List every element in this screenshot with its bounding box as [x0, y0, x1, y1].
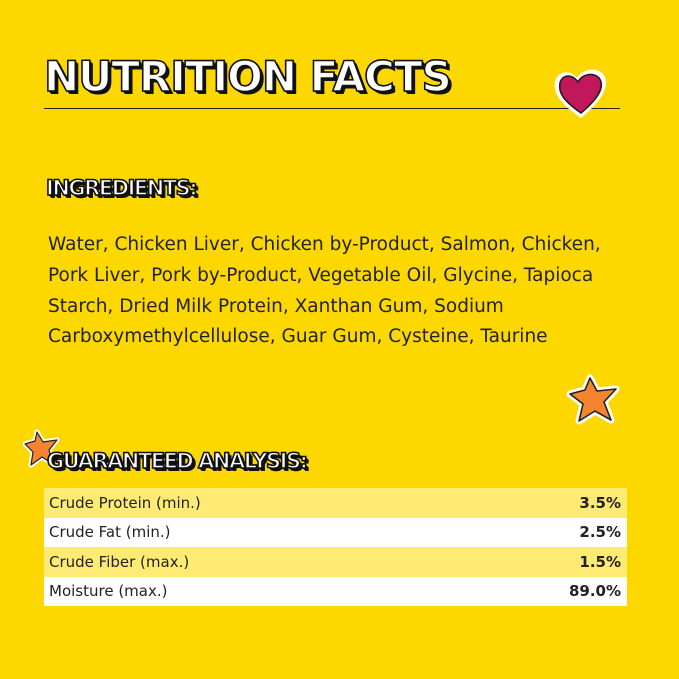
- ingredients-heading: INGREDIENTS:: [45, 175, 198, 201]
- table-row: Moisture (max.) 89.0%: [44, 576, 627, 606]
- table-row: Crude Fiber (max.) 1.5%: [44, 547, 627, 577]
- nutrient-value: 1.5%: [579, 552, 621, 571]
- page-title: NUTRITION FACTS: [43, 51, 452, 102]
- nutrient-label: Crude Fiber (max.): [49, 552, 190, 571]
- nutrient-label: Crude Fat (min.): [49, 523, 171, 542]
- nutrient-label: Crude Protein (min.): [49, 493, 201, 512]
- nutrient-value: 89.0%: [568, 582, 621, 601]
- ingredients-text: Water, Chicken Liver, Chicken by-Product…: [48, 234, 601, 348]
- nutrient-label: Moisture (max.): [49, 582, 168, 601]
- heart-icon: [554, 69, 607, 118]
- guaranteed-analysis-heading: GUARANTEED ANALYSIS:: [46, 448, 309, 474]
- nutrient-value: 3.5%: [579, 493, 621, 512]
- table-row: Crude Fat (min.) 2.5%: [44, 517, 627, 547]
- nutrient-value: 2.5%: [579, 523, 621, 542]
- divider: [44, 108, 620, 109]
- star-icon: [566, 374, 620, 425]
- star-icon: [23, 429, 60, 468]
- table-row: Crude Protein (min.) 3.5%: [44, 488, 627, 518]
- analysis-table: Crude Protein (min.) 3.5% Crude Fat (min…: [44, 488, 627, 606]
